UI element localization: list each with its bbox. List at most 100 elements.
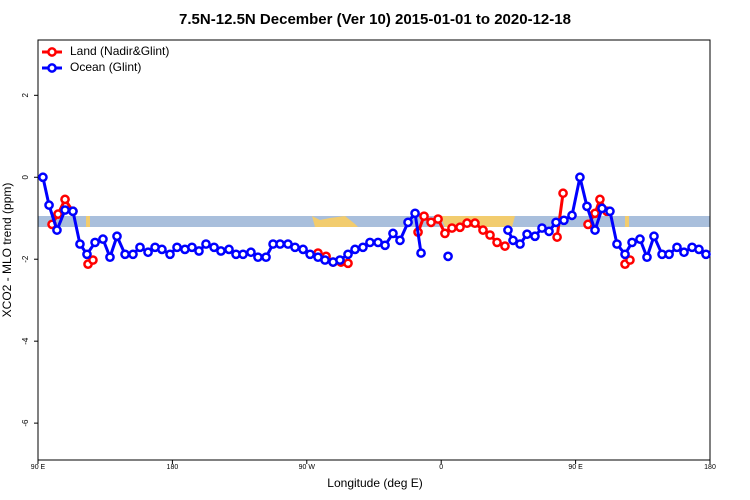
data-point [419,211,429,222]
data-point [612,239,622,249]
data-point [605,206,615,217]
data-point [298,244,308,255]
data-point [410,208,420,219]
data-point [275,239,285,249]
data-point [522,229,532,240]
data-point [664,249,674,260]
data-point [462,218,472,229]
data-point [478,225,488,235]
land-shape [86,216,90,227]
data-point [90,237,100,248]
data-point [508,235,518,246]
data-point [395,235,405,246]
data-point [82,249,92,260]
data-point [305,249,315,260]
data-point [98,234,108,244]
data-point [253,252,263,263]
x-tick-label: 0 [439,464,443,471]
data-point [433,214,443,224]
data-point [135,242,145,253]
y-tick-label: 2 [21,93,30,98]
y-tick-label: -2 [21,255,30,263]
data-point [470,218,480,229]
data-point [694,244,704,255]
data-point [238,249,248,260]
data-point [582,201,592,212]
legend: Land (Nadir&Glint) Ocean (Glint) [42,44,169,74]
data-point [625,255,635,265]
data-point [335,255,345,265]
data-point [642,252,652,263]
land-shape [312,216,358,227]
data-point [60,194,70,205]
data-point [52,225,62,235]
data-point [343,249,353,260]
data-point [44,200,54,210]
data-point [440,228,450,239]
data-point [443,251,453,262]
legend-marker [47,47,57,57]
chart-title: 7.5N-12.5N December (Ver 10) 2015-01-01 … [179,11,571,28]
data-point [60,205,70,215]
data-point [583,219,593,230]
data-point [590,225,600,235]
x-tick-label: 180 [704,464,716,471]
data-point [201,239,211,249]
data-point [365,237,375,248]
plot-frame [37,39,711,461]
data-point [595,194,605,205]
data-point [343,258,353,269]
y-axis-label: XCO2 - MLO trend (ppm) [0,183,14,318]
data-point [551,217,561,228]
data-point [515,239,525,249]
data-point [559,215,569,226]
legend-marker [47,63,57,73]
data-point [567,210,577,221]
data-point [88,255,98,265]
data-point [358,242,368,253]
x-tick-label: 180 [167,464,179,471]
data-point [105,252,115,263]
data-point [503,225,513,235]
data-point [224,244,234,255]
data-point [672,242,682,253]
data-point [552,232,562,242]
y-tick-label: -4 [21,337,30,345]
data-point [380,240,390,251]
data-point [575,172,585,183]
data-point [128,249,138,260]
x-tick-label: 90 W [299,464,316,471]
x-tick-label: 90 E [568,464,583,471]
data-point [165,249,175,260]
data-point [75,239,85,249]
legend-label: Land (Nadir&Glint) [70,44,169,58]
data-point [530,231,540,242]
data-point [38,172,48,183]
data-point [701,249,711,260]
data-point [187,242,197,253]
data-point [157,244,167,255]
x-axis-label: Longitude (deg E) [327,476,422,490]
data-point [590,208,600,219]
data-point [320,255,330,265]
data-point [627,237,637,248]
land-shape [625,216,629,227]
data-point [194,246,204,256]
data-point [112,231,122,242]
data-point [649,231,659,242]
data-point [620,249,630,260]
data-point [388,228,398,239]
data-point [500,241,510,251]
data-point [492,237,502,248]
data-point [455,222,465,233]
land-mask-band [38,216,710,227]
data-point [172,242,182,253]
data-point [143,247,153,258]
data-point [558,188,568,199]
x-tick-label: 90 E [31,464,46,471]
data-point [246,247,256,258]
data-point [485,230,495,240]
data-point [416,248,426,258]
